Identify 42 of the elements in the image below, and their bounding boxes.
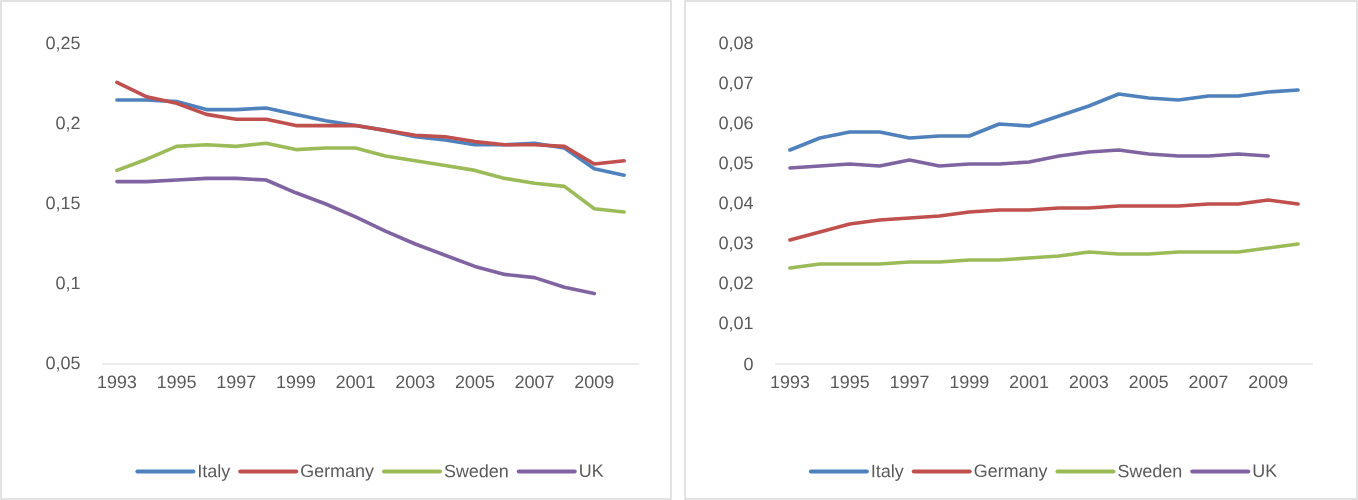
x-tick-label: 2009 — [575, 375, 614, 389]
y-tick-label: 0,01 — [719, 316, 753, 332]
y-tick-label: 0,05 — [719, 156, 753, 172]
x-tick-label: 2007 — [1189, 375, 1228, 389]
line-series — [115, 141, 626, 214]
y-tick-label: 0,1 — [56, 276, 80, 292]
y-tick-label: 0,02 — [719, 276, 753, 292]
x-tick-label: 2003 — [396, 375, 435, 389]
y-tick-label: 0,05 — [46, 356, 80, 372]
x-tick-label: 1995 — [158, 375, 196, 389]
line-series — [115, 176, 597, 296]
y-tick-label: 0 — [744, 357, 753, 371]
x-tick-label: 1997 — [890, 375, 929, 389]
x-tick-label: 2007 — [515, 375, 554, 389]
y-tick-label: 0,08 — [719, 36, 753, 52]
x-tick-label: 1999 — [277, 375, 316, 389]
x-tick-label: 2001 — [1010, 375, 1049, 389]
x-tick-label: 1997 — [217, 375, 256, 389]
y-tick-label: 0,06 — [719, 116, 753, 132]
x-tick-label: 1999 — [950, 375, 989, 389]
legend-label: Germany — [301, 464, 374, 481]
legend-label: Sweden — [444, 464, 508, 478]
x-tick-label: 2009 — [1249, 375, 1288, 389]
y-tick-label: 0,25 — [46, 36, 80, 52]
x-tick-label: 1995 — [831, 375, 869, 389]
legend-label: UK — [580, 464, 604, 478]
y-tick-label: 0,03 — [719, 236, 753, 252]
x-tick-label: 2003 — [1069, 375, 1108, 389]
y-tick-label: 0,2 — [56, 116, 80, 132]
x-tick-label: 2005 — [1129, 375, 1168, 389]
legend-label: Italy — [199, 464, 231, 481]
y-tick-label: 0,15 — [46, 196, 80, 212]
x-tick-label: 1993 — [771, 375, 810, 389]
legend-label: UK — [1253, 464, 1277, 478]
x-tick-label: 2001 — [336, 375, 375, 389]
legend-label: Italy — [872, 464, 904, 481]
y-tick-label: 0,07 — [719, 76, 753, 92]
x-tick-label: 1993 — [98, 375, 137, 389]
legend-label: Sweden — [1118, 464, 1182, 478]
x-tick-label: 2005 — [455, 375, 495, 389]
legend-label: Germany — [974, 464, 1048, 481]
y-tick-label: 0,04 — [719, 196, 753, 212]
